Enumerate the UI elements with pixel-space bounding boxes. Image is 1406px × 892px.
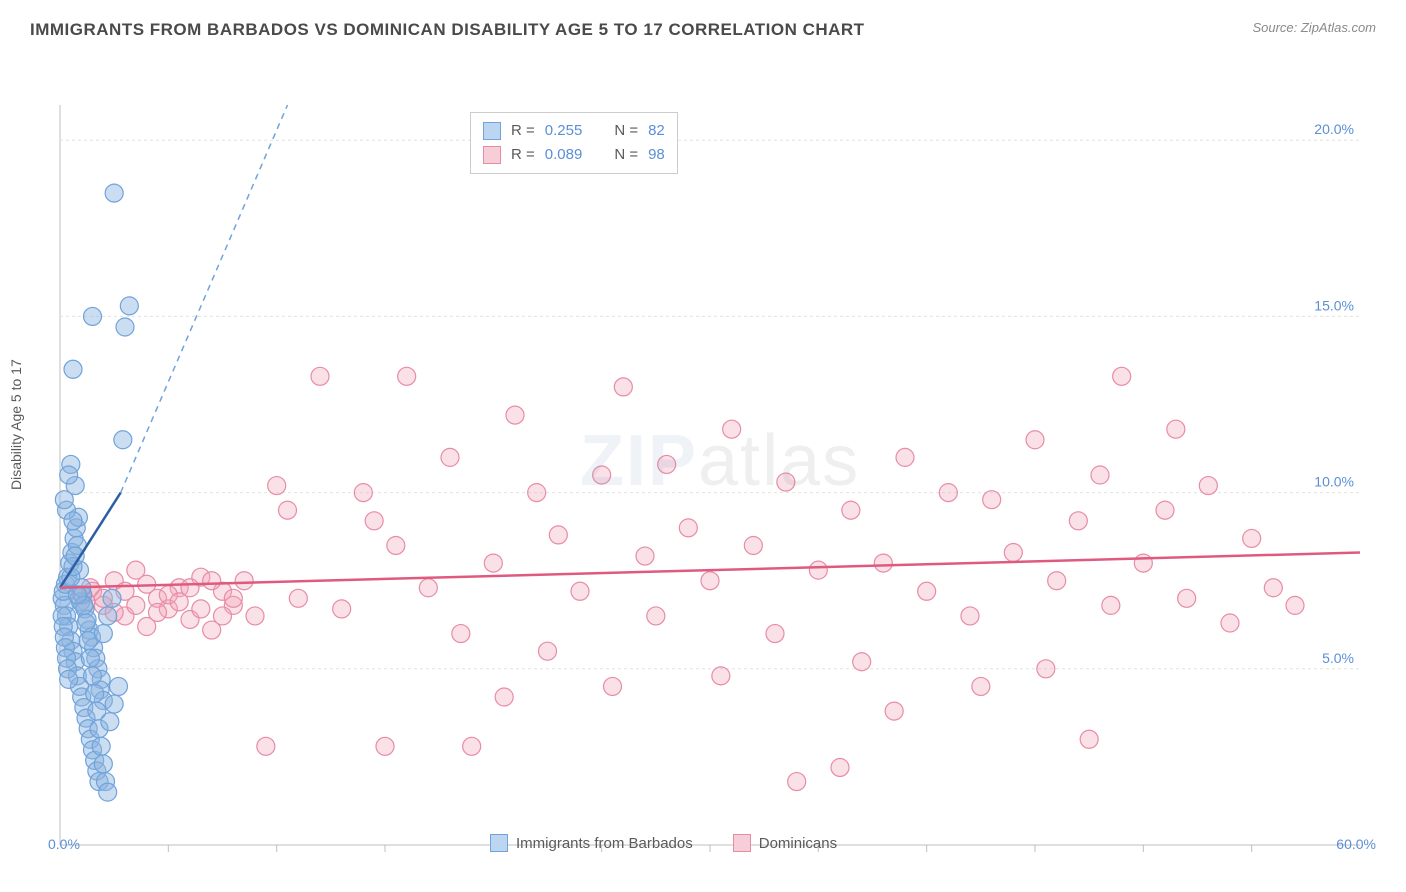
legend-label-barbados: Immigrants from Barbados [516, 835, 693, 852]
legend-item-barbados: Immigrants from Barbados [490, 834, 693, 852]
n-value: 82 [648, 119, 665, 143]
scatter-chart: 5.0% 10.0% 15.0% 20.0% [0, 50, 1406, 870]
chart-container: Disability Age 5 to 17 ZIPatlas 5.0%10.0… [0, 50, 1406, 870]
chart-title: IMMIGRANTS FROM BARBADOS VS DOMINICAN DI… [30, 20, 865, 40]
header-bar: IMMIGRANTS FROM BARBADOS VS DOMINICAN DI… [0, 0, 1406, 50]
n-label: N = [614, 143, 638, 167]
svg-text:15.0%: 15.0% [1314, 297, 1354, 313]
x-axis-max-label: 60.0% [1336, 836, 1376, 852]
y-axis-label: Disability Age 5 to 17 [8, 359, 24, 490]
legend-series: Immigrants from Barbados Dominicans [490, 834, 837, 852]
source-attribution: Source: ZipAtlas.com [1252, 20, 1376, 35]
legend-swatch-barbados [490, 834, 508, 852]
legend-row-barbados: R = 0.255 N = 82 [483, 119, 665, 143]
r-value: 0.089 [545, 143, 583, 167]
legend-swatch-barbados [483, 122, 501, 140]
n-label: N = [614, 119, 638, 143]
legend-swatch-dominicans [733, 834, 751, 852]
legend-label-dominicans: Dominicans [759, 835, 837, 852]
svg-text:20.0%: 20.0% [1314, 121, 1354, 137]
svg-text:5.0%: 5.0% [1322, 650, 1354, 666]
r-label: R = [511, 143, 535, 167]
legend-item-dominicans: Dominicans [733, 834, 837, 852]
r-label: R = [511, 119, 535, 143]
x-axis-zero-label: 0.0% [48, 836, 80, 852]
legend-correlation: R = 0.255 N = 82 R = 0.089 N = 98 [470, 112, 678, 174]
legend-swatch-dominicans [483, 146, 501, 164]
r-value: 0.255 [545, 119, 583, 143]
svg-text:10.0%: 10.0% [1314, 474, 1354, 490]
n-value: 98 [648, 143, 665, 167]
legend-row-dominicans: R = 0.089 N = 98 [483, 143, 665, 167]
